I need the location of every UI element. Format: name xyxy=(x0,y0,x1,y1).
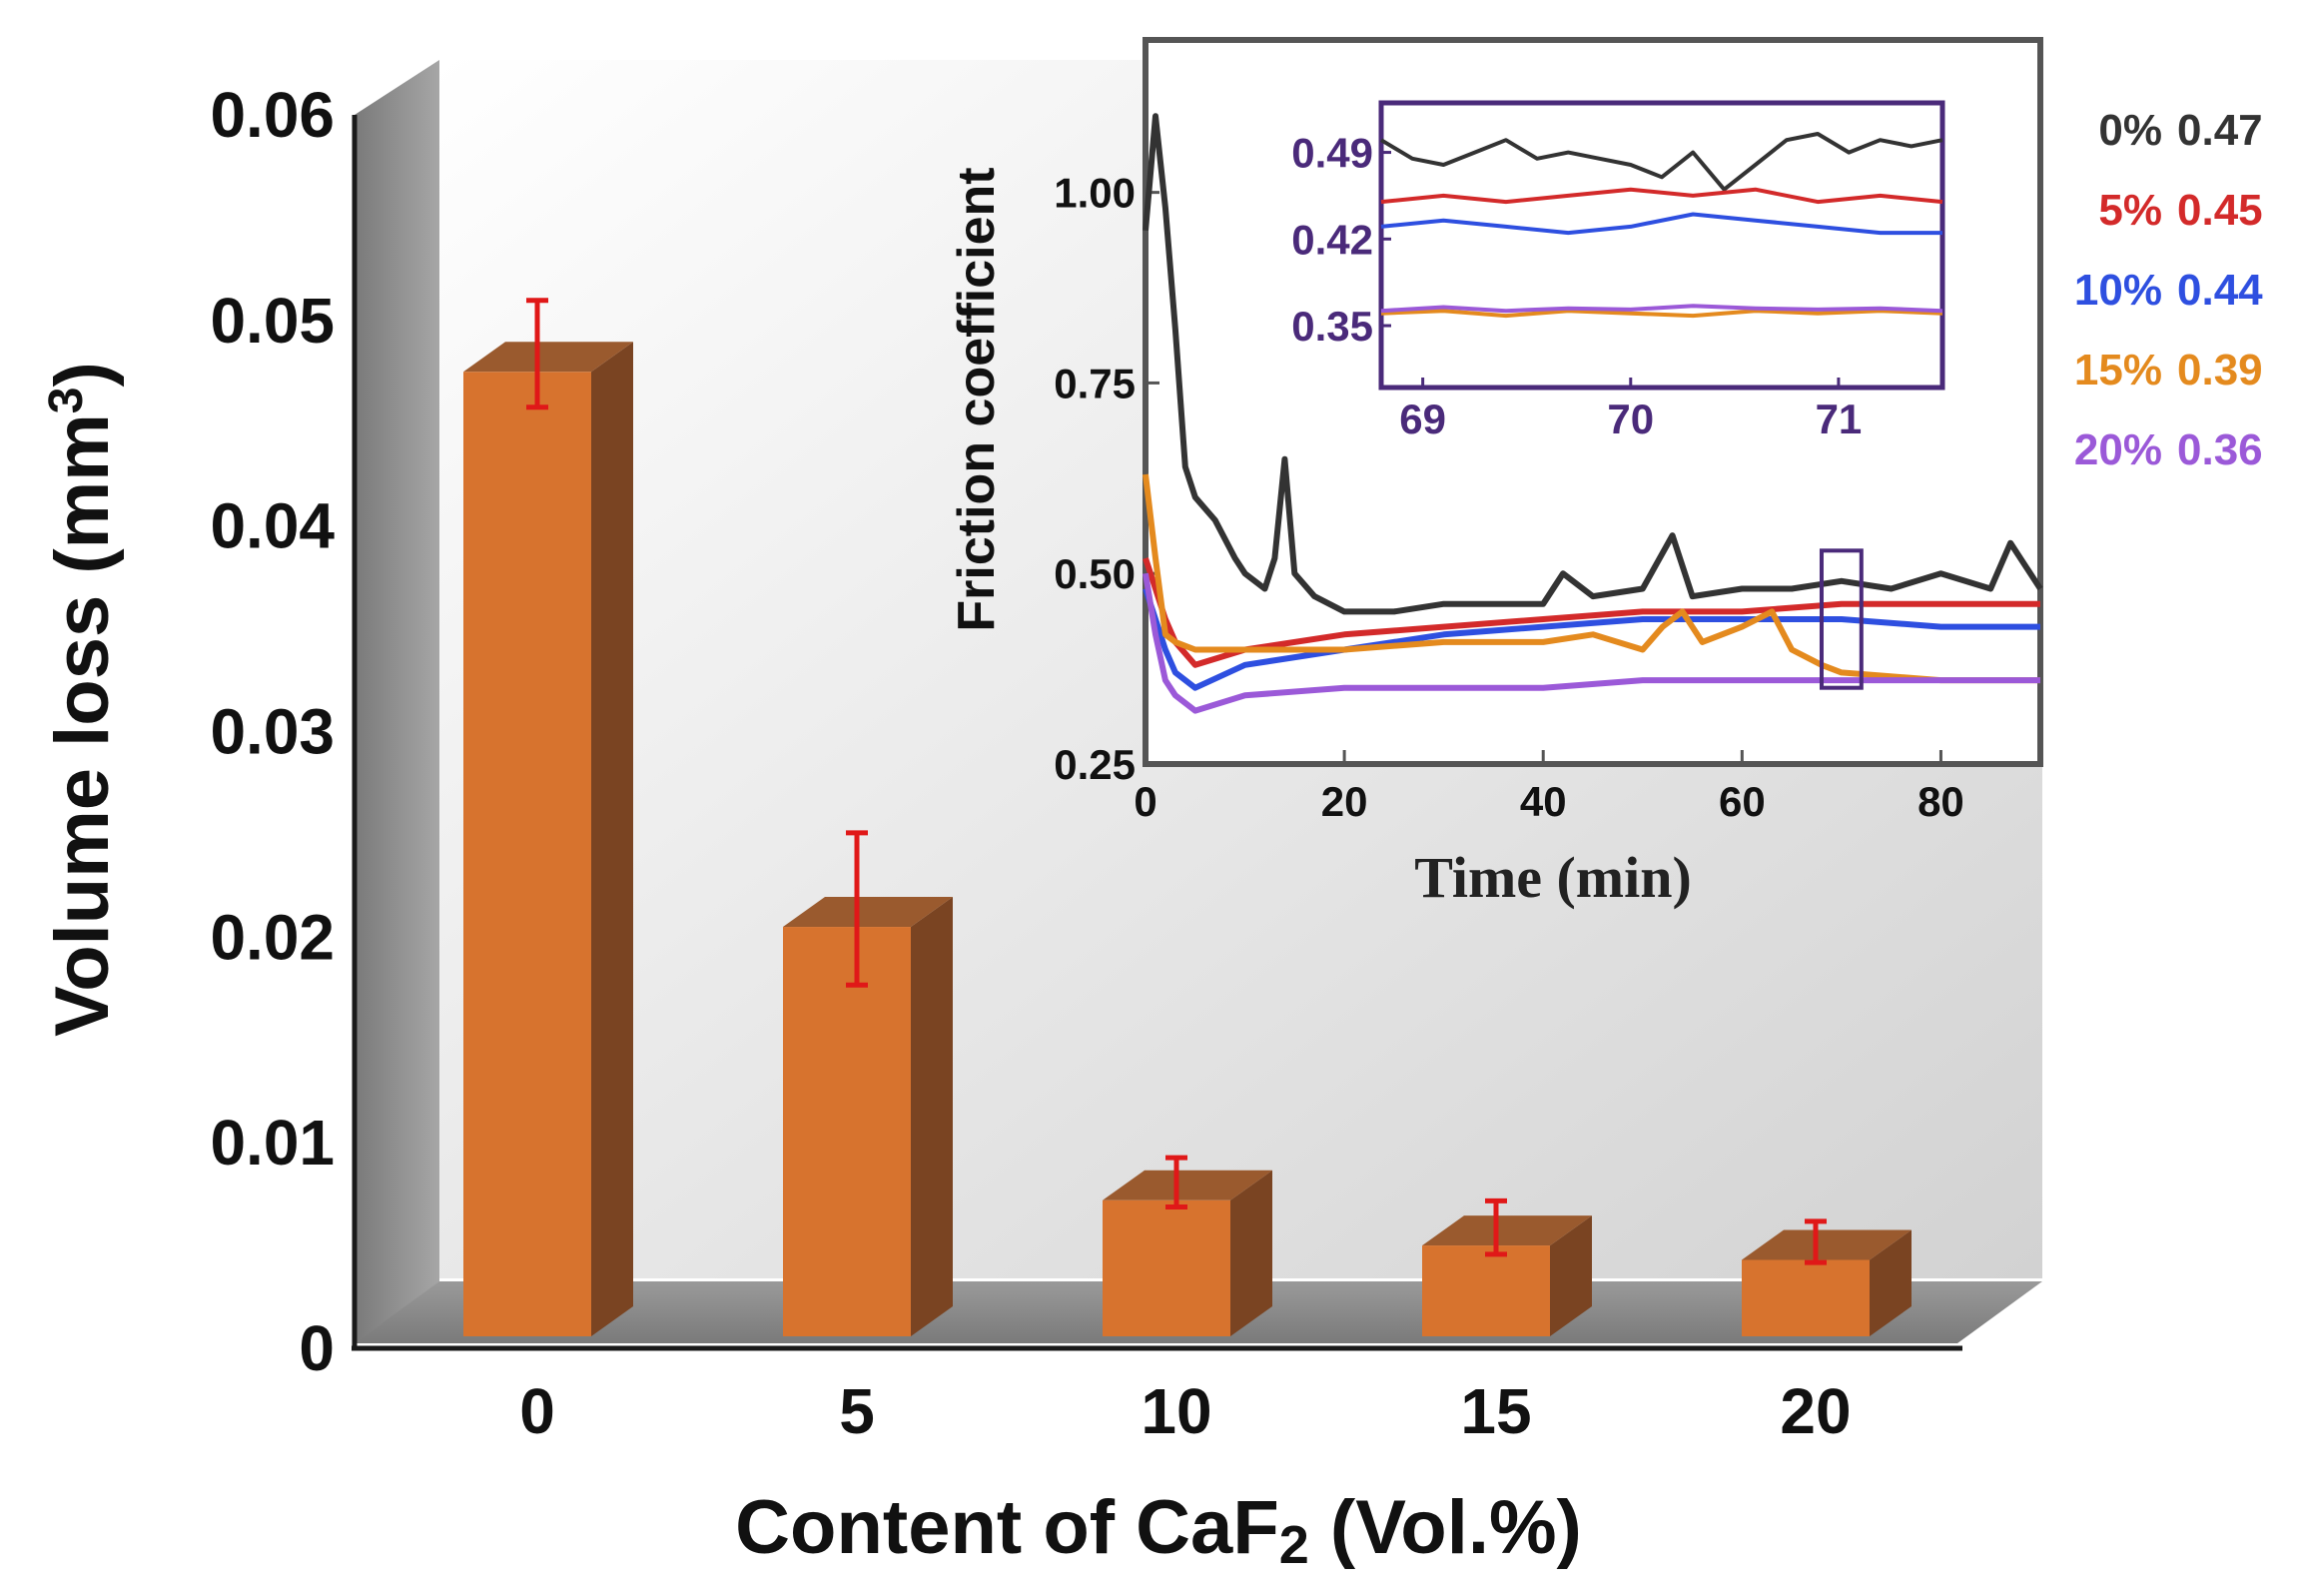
main-bars xyxy=(463,298,1912,1337)
bar-top xyxy=(1422,1215,1592,1246)
zoom-y-tick-label: 0.35 xyxy=(1291,303,1373,350)
bar-top xyxy=(1742,1229,1912,1260)
zoom-line-5pct xyxy=(1380,187,1943,205)
inset-y-tick-label: 0.75 xyxy=(1054,360,1136,406)
inset-x-tick-label: 60 xyxy=(1719,778,1766,825)
inset-x-tick-label: 20 xyxy=(1321,778,1368,825)
legend-value: 0.47 xyxy=(2177,106,2263,155)
legend-label: 5% xyxy=(2098,186,2162,235)
bar-top xyxy=(1103,1170,1272,1200)
bar-side xyxy=(1870,1229,1912,1336)
bar-front xyxy=(1422,1245,1550,1336)
bar-10 xyxy=(1103,1155,1272,1336)
main-y-tick-label: 0.06 xyxy=(210,79,335,151)
zoom-line-10pct xyxy=(1380,212,1942,236)
main-x-tick-label: 15 xyxy=(1460,1375,1531,1447)
inset-line-15pct xyxy=(1143,473,2040,684)
main-x-tick-label: 10 xyxy=(1141,1375,1211,1447)
inset-x-tick-label: 80 xyxy=(1917,778,1964,825)
bar-front xyxy=(783,927,911,1336)
bar-front xyxy=(1742,1259,1870,1336)
legend-value: 0.36 xyxy=(2177,425,2263,474)
legend-label: 10% xyxy=(2074,266,2162,315)
main-y-axis-title: Volume loss (mm3) xyxy=(40,362,125,1037)
bar-0 xyxy=(463,298,633,1337)
legend-item: 0% 0.47 xyxy=(2098,106,2262,155)
legend-item: 15% 0.39 xyxy=(2074,346,2263,395)
inset-x-tick-label: 40 xyxy=(1520,778,1567,825)
legend-value: 0.39 xyxy=(2177,346,2263,395)
main-y-tick-label: 0.02 xyxy=(210,901,335,973)
error-bar xyxy=(846,830,868,988)
inset-x-tick-label: 0 xyxy=(1134,778,1156,825)
legend-value: 0.44 xyxy=(2177,266,2263,315)
main-y-ticks: 0 0.01 0.02 0.03 0.04 0.05 0.06 xyxy=(210,79,335,1384)
main-y-tick-label: 0 xyxy=(299,1312,335,1384)
inset-line-10pct xyxy=(1143,587,2040,691)
zoom-line-20pct xyxy=(1380,304,1943,314)
inset-x-axis-title: Time (min) xyxy=(1414,845,1692,910)
legend-label: 15% xyxy=(2074,346,2162,395)
main-x-tick-label: 0 xyxy=(519,1375,555,1447)
error-bar xyxy=(1805,1218,1827,1265)
inset-y-axis-title: Friction coefficient xyxy=(948,167,1006,631)
inset-line-0pct xyxy=(1143,113,2043,615)
zoom-x-tick-label: 71 xyxy=(1816,396,1863,442)
main-x-tick-label: 5 xyxy=(839,1375,875,1447)
error-bar xyxy=(1485,1197,1507,1257)
inset-y-tick-label: 1.00 xyxy=(1054,170,1136,217)
bar-top xyxy=(783,897,953,928)
legend-label: 0% xyxy=(2098,106,2162,155)
bar-side xyxy=(591,342,633,1337)
main-y-tick-label: 0.05 xyxy=(210,285,335,357)
legend-item: 10% 0.44 xyxy=(2074,266,2263,315)
main-x-axis-title: Content of CaF2 (Vol.%) xyxy=(735,1485,1582,1575)
zoom-x-tick-label: 69 xyxy=(1399,396,1446,442)
zoom-inset-chart: 69 70 71 0.35 0.42 0.49 xyxy=(1291,100,1945,442)
legend-item: 20% 0.36 xyxy=(2074,425,2263,474)
legend-item: 5% 0.45 xyxy=(2098,186,2262,235)
bar-side xyxy=(1550,1215,1592,1336)
chart-left-wall xyxy=(355,60,439,1343)
zoom-inset-series xyxy=(1379,132,1943,319)
inset-line-20pct xyxy=(1143,572,2040,714)
zoom-line-0pct xyxy=(1379,132,1943,192)
main-y-tick-label: 0.01 xyxy=(210,1107,335,1179)
inset-ticks: 0 20 40 60 80 0.25 0.50 0.75 1.00 xyxy=(1054,170,1964,825)
bar-5 xyxy=(783,830,953,1336)
main-y-tick-label: 0.04 xyxy=(210,490,335,562)
inset-series xyxy=(1143,113,2043,714)
bar-top xyxy=(463,342,633,373)
bar-front xyxy=(463,372,591,1337)
zoom-x-tick-label: 70 xyxy=(1607,396,1654,442)
zoom-line-15pct xyxy=(1380,309,1943,319)
legend: 0% 0.47 5% 0.45 10% 0.44 15% 0.39 20% 0.36 xyxy=(2074,106,2263,474)
bar-20 xyxy=(1742,1218,1912,1336)
inset-y-tick-label: 0.25 xyxy=(1054,741,1136,788)
legend-value: 0.45 xyxy=(2177,186,2263,235)
main-y-tick-label: 0.03 xyxy=(210,696,335,768)
bar-front xyxy=(1103,1199,1230,1336)
zoom-inset-ticks: 69 70 71 0.35 0.42 0.49 xyxy=(1291,130,1862,442)
bar-side xyxy=(1230,1170,1272,1336)
legend-label: 20% xyxy=(2074,425,2162,474)
inset-zoom-box xyxy=(1819,548,1864,690)
inset-y-tick-label: 0.50 xyxy=(1054,550,1136,597)
bar-15 xyxy=(1422,1197,1592,1336)
error-bar xyxy=(526,298,548,410)
bar-side xyxy=(911,897,953,1336)
zoom-y-tick-label: 0.49 xyxy=(1291,130,1373,177)
inset-line-5pct xyxy=(1143,556,2040,668)
main-x-tick-label: 20 xyxy=(1780,1375,1851,1447)
zoom-y-tick-label: 0.42 xyxy=(1291,216,1373,263)
error-bar xyxy=(1165,1155,1187,1209)
zoom-inset-frame xyxy=(1378,100,1945,391)
main-x-ticks: 0 5 10 15 20 xyxy=(519,1375,1851,1447)
